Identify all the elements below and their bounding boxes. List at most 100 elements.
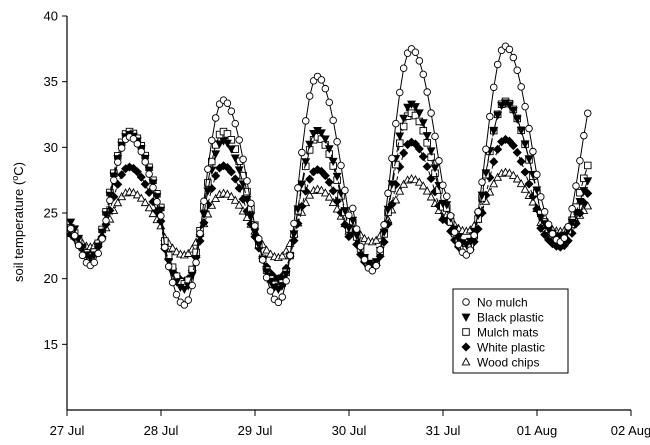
data-point-white-plastic: [320, 171, 330, 181]
data-point-wood-chips: [172, 247, 181, 256]
data-point-no-mulch: [98, 235, 106, 243]
x-ticks: 27 Jul 28 Jul 29 Jul 30 Jul 31 Jul 01 Aug 02 A…: [50, 410, 650, 438]
data-point-black-plastic: [387, 180, 397, 189]
data-point-black-plastic: [226, 145, 236, 154]
data-point-no-mulch: [286, 251, 294, 260]
data-point-mulch-mats: [243, 187, 251, 196]
data-point-black-plastic: [320, 135, 330, 144]
data-point-black-plastic: [430, 164, 440, 173]
data-point-white-plastic: [132, 167, 142, 177]
data-point-wood-chips: [168, 243, 178, 252]
data-point-no-mulch: [568, 204, 576, 213]
data-point-no-mulch: [513, 66, 522, 74]
x-tick-label: 31 Jul: [426, 423, 461, 438]
data-point-no-mulch: [149, 183, 157, 192]
data-point-black-plastic: [230, 154, 240, 163]
series-layer: [66, 42, 593, 309]
data-point-no-mulch: [94, 249, 102, 258]
data-point-wood-chips: [426, 192, 436, 201]
data-point-black-plastic: [497, 102, 507, 111]
data-point-mulch-mats: [396, 139, 404, 147]
y-ticks: 15 20 25 30 35 40: [44, 9, 67, 352]
data-point-white-plastic: [234, 183, 244, 193]
data-point-no-mulch: [376, 246, 384, 254]
data-point-no-mulch: [415, 57, 424, 65]
data-point-no-mulch: [74, 241, 83, 250]
data-point-no-mulch: [446, 212, 455, 220]
data-point-no-mulch: [337, 161, 345, 170]
data-point-no-mulch: [145, 170, 153, 178]
data-point-no-mulch: [423, 88, 431, 96]
data-point-no-mulch: [90, 258, 99, 267]
legend-marker-wood-chips: [461, 357, 471, 366]
data-point-wood-chips: [324, 192, 334, 201]
data-point-mulch-mats: [223, 130, 232, 138]
data-point-black-plastic: [489, 127, 499, 136]
data-point-no-mulch: [70, 231, 79, 240]
data-point-white-plastic: [426, 174, 436, 184]
data-point-no-mulch: [317, 76, 326, 84]
x-tick-label: 29 Jul: [238, 423, 273, 438]
data-point-no-mulch: [235, 136, 243, 144]
data-point-no-mulch: [153, 198, 161, 206]
data-point-wood-chips: [399, 179, 409, 188]
data-point-black-plastic: [328, 157, 338, 167]
data-point-no-mulch: [509, 53, 518, 62]
data-point-white-plastic: [144, 187, 154, 198]
data-point-no-mulch: [266, 287, 275, 295]
data-point-black-plastic: [422, 132, 432, 141]
data-point-no-mulch: [548, 230, 557, 238]
data-point-white-plastic: [328, 186, 338, 196]
data-point-black-plastic: [379, 228, 389, 237]
data-point-no-mulch: [435, 157, 443, 165]
data-point-no-mulch: [294, 184, 302, 192]
data-point-no-mulch: [133, 140, 142, 148]
x-tick-label: 01 Aug: [517, 423, 558, 438]
data-point-no-mulch: [333, 138, 341, 146]
data-point-black-plastic: [512, 115, 522, 124]
data-point-black-plastic: [164, 257, 174, 267]
data-point-no-mulch: [576, 157, 584, 165]
data-point-black-plastic: [344, 224, 354, 233]
data-point-black-plastic: [567, 218, 577, 228]
data-point-black-plastic: [215, 140, 225, 149]
data-point-no-mulch: [114, 158, 122, 166]
data-point-no-mulch: [411, 48, 420, 56]
data-point-mulch-mats: [584, 161, 592, 170]
data-point-black-plastic: [524, 155, 534, 164]
data-point-no-mulch: [67, 224, 75, 233]
legend-box: [452, 288, 569, 374]
data-point-white-plastic: [305, 174, 315, 184]
legend-label-wood-chips: Wood chips: [477, 356, 539, 370]
data-point-wood-chips: [520, 184, 530, 193]
data-point-wood-chips: [113, 198, 123, 207]
data-point-black-plastic: [536, 213, 546, 222]
data-point-wood-chips: [512, 174, 522, 183]
data-point-mulch-mats: [204, 179, 212, 187]
data-point-wood-chips: [136, 193, 146, 202]
data-point-black-plastic: [301, 158, 311, 167]
data-point-wood-chips: [493, 172, 503, 181]
data-point-no-mulch: [540, 208, 549, 216]
data-point-no-mulch: [533, 170, 541, 179]
data-point-wood-chips: [489, 179, 499, 188]
data-point-no-mulch: [470, 231, 478, 239]
data-point-black-plastic: [277, 282, 287, 291]
data-point-white-plastic: [324, 177, 334, 187]
data-point-no-mulch: [192, 258, 200, 267]
data-point-white-plastic: [536, 223, 546, 233]
data-point-white-plastic: [414, 144, 424, 154]
data-point-no-mulch: [399, 64, 408, 72]
data-point-black-plastic: [242, 195, 252, 205]
data-point-no-mulch: [419, 70, 428, 79]
data-point-no-mulch: [352, 225, 361, 233]
data-point-black-plastic: [516, 126, 526, 136]
legend-marker-mulch-mats: [462, 328, 470, 336]
data-point-black-plastic: [179, 285, 189, 295]
data-point-no-mulch: [302, 117, 310, 125]
data-point-no-mulch: [431, 132, 439, 141]
data-point-no-mulch: [356, 242, 365, 251]
data-point-black-plastic: [203, 187, 213, 196]
data-point-no-mulch: [251, 222, 259, 230]
data-point-no-mulch: [349, 204, 357, 213]
